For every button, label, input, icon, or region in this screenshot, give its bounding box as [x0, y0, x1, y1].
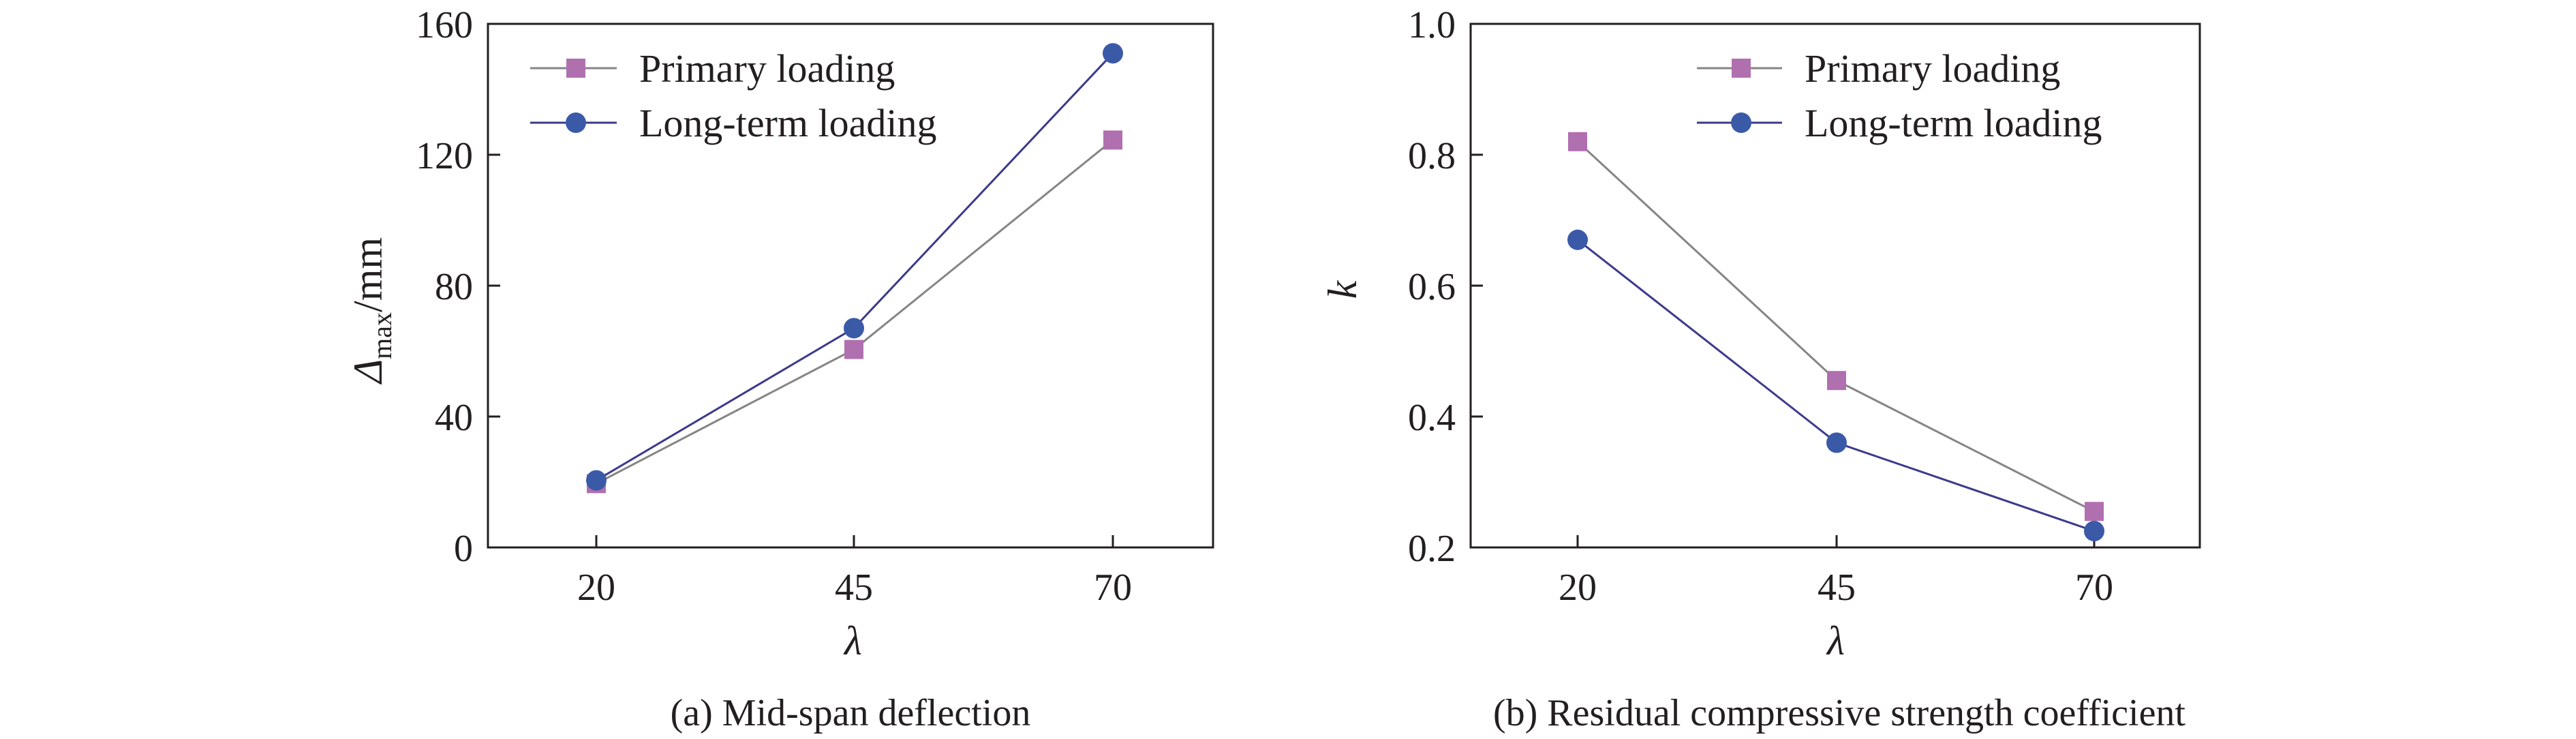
y-tick-label: 160 — [416, 4, 473, 46]
figure-caption: (b) Residual compressive strength coeffi… — [1493, 692, 2186, 734]
y-tick-label: 0.6 — [1408, 266, 1456, 308]
legend-marker-longterm — [566, 112, 586, 133]
legend-label-longterm: Long-term loading — [1805, 101, 2102, 145]
x-tick-label: 70 — [2075, 567, 2113, 609]
data-point-longterm — [586, 470, 607, 491]
y-tick-label: 0.4 — [1408, 397, 1456, 439]
legend-label-primary: Primary loading — [1805, 46, 2060, 91]
data-point-primary — [1568, 132, 1587, 151]
data-point-longterm — [2084, 521, 2104, 541]
x-axis-label: λ — [843, 618, 862, 663]
data-point-primary — [2085, 502, 2104, 522]
x-tick-label: 20 — [1559, 567, 1597, 609]
legend-marker-primary — [1732, 59, 1751, 78]
x-tick-label: 45 — [1818, 567, 1856, 609]
data-point-longterm — [1103, 43, 1123, 64]
data-point-longterm — [1826, 432, 1847, 453]
y-tick-label: 0.8 — [1408, 135, 1456, 177]
y-tick-label: 1.0 — [1408, 4, 1456, 46]
legend-label-longterm: Long-term loading — [639, 101, 937, 145]
data-point-primary — [1827, 371, 1846, 391]
y-axis-label-main: k — [1320, 280, 1365, 299]
y-tick-label: 40 — [435, 397, 473, 439]
data-point-longterm — [844, 318, 864, 339]
data-point-primary — [1103, 130, 1122, 150]
figure-caption: (a) Mid-span deflection — [671, 692, 1031, 734]
y-axis-label-subscript: max — [367, 312, 397, 359]
data-point-longterm — [1567, 229, 1588, 250]
y-axis-label: k — [1320, 280, 1365, 299]
y-axis-label: Δmax/mm — [346, 237, 397, 384]
chart-mid-span-deflection: 0 40 80 120 160 20 45 70 λ Δmax/mm Primary loading… — [346, 4, 1214, 734]
x-axis-label: λ — [1826, 618, 1845, 663]
legend-marker-primary — [566, 59, 585, 78]
legend-label-primary: Primary loading — [639, 46, 895, 91]
legend-marker-longterm — [1731, 112, 1751, 133]
y-axis-label-unit: /mm — [346, 237, 390, 312]
y-axis-label-main: Δ — [346, 359, 390, 384]
data-point-primary — [844, 340, 863, 359]
y-tick-label: 80 — [435, 266, 473, 308]
x-tick-label: 45 — [835, 567, 873, 609]
y-tick-label: 0.2 — [1408, 528, 1456, 570]
y-tick-label: 0 — [454, 528, 473, 570]
x-tick-label: 70 — [1094, 567, 1132, 609]
chart-residual-strength-coefficient: 0.2 0.4 0.6 0.8 1.0 20 45 70 λ k Primary loading Lo… — [1320, 4, 2201, 734]
x-tick-label: 20 — [577, 567, 615, 609]
y-tick-label: 120 — [416, 135, 473, 177]
